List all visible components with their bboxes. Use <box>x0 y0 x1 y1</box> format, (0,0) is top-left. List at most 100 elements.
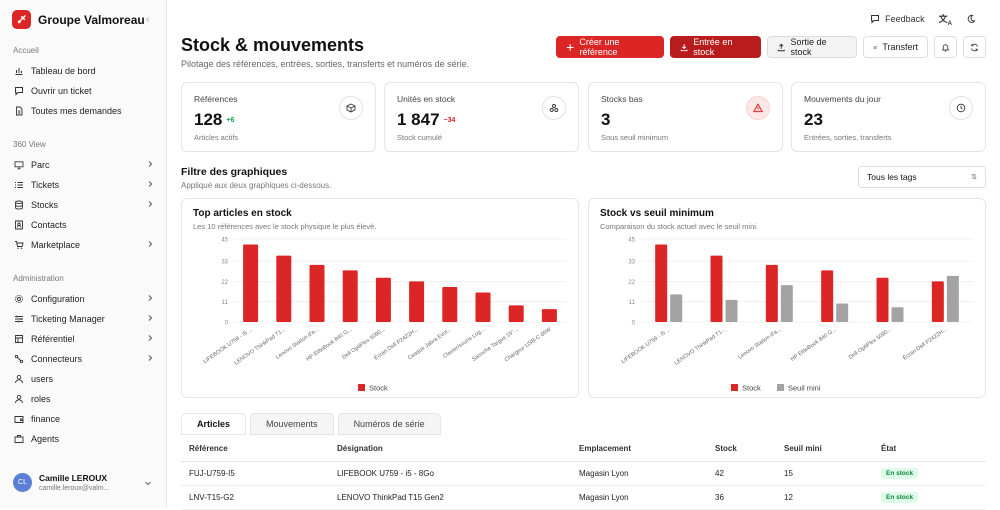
sidebar-item-configuration[interactable]: Configuration <box>8 290 160 308</box>
tag-filter-value: Tous les tags <box>867 172 917 182</box>
column-header-designation[interactable]: Désignation <box>329 437 571 462</box>
table-row[interactable]: FUJ-U759-I5 LIFEBOOK U759 - i5 - 8Go Magas… <box>181 461 986 486</box>
bar-seuil-mini[interactable] <box>946 275 959 322</box>
sidebar-item-roles[interactable]: roles <box>8 390 160 408</box>
bar-stock[interactable] <box>876 277 889 322</box>
notifications-button[interactable] <box>934 36 957 58</box>
tab-mouvements[interactable]: Mouvements <box>250 413 334 435</box>
bar-stock[interactable] <box>475 292 491 322</box>
sidebar-collapse-icon[interactable]: ‹ <box>146 14 150 25</box>
sidebar-item-tableau-de-bord[interactable]: Tableau de bord <box>8 62 160 80</box>
bar-stock[interactable] <box>655 244 668 322</box>
tag-filter-select[interactable]: Tous les tags ⇅ <box>858 166 986 188</box>
legend-swatch <box>777 384 784 391</box>
bar-stock[interactable] <box>409 281 425 322</box>
kpi-number: 3 <box>601 110 611 129</box>
column-header-etat[interactable]: État <box>873 437 986 462</box>
legend-label[interactable]: Stock <box>742 384 761 393</box>
kpi-delta: +6 <box>226 117 235 125</box>
bar-stock[interactable] <box>508 305 524 322</box>
legend-label[interactable]: Seuil mini <box>788 384 821 393</box>
sidebar-item-stocks[interactable]: Stocks <box>8 196 160 214</box>
kpi-number: 1 847 <box>397 110 440 129</box>
sidebar-item-parc[interactable]: Parc <box>8 156 160 174</box>
sidebar-item-connecteurs[interactable]: Connecteurs <box>8 350 160 368</box>
stock-vs-threshold-chart: Stock vs seuil minimum Comparaison du st… <box>588 198 986 398</box>
transfer-icon <box>873 45 877 49</box>
bar-stock[interactable] <box>931 281 944 322</box>
bar-stock[interactable] <box>309 264 325 322</box>
sidebar-item-agents[interactable]: Agents <box>8 430 160 448</box>
sidebar-item-users[interactable]: users <box>8 370 160 388</box>
kpi-label: Références <box>194 94 238 104</box>
column-header-stock[interactable]: Stock <box>707 437 776 462</box>
bar-seuil-mini[interactable] <box>780 285 793 322</box>
kpi-value: 3 <box>601 110 614 130</box>
bar-seuil-mini[interactable] <box>891 307 904 322</box>
column-header-emplacement[interactable]: Emplacement <box>571 437 707 462</box>
message-icon <box>15 87 23 96</box>
sidebar-item-contacts[interactable]: Contacts <box>8 216 160 234</box>
bar-seuil-mini[interactable] <box>725 299 738 322</box>
bar-stock[interactable] <box>243 244 259 322</box>
bar-stock[interactable] <box>276 255 292 322</box>
download-icon <box>680 43 688 51</box>
sidebar-item-label: Parc <box>31 160 50 170</box>
bar-seuil-mini[interactable] <box>836 303 849 322</box>
sidebar-item-tickets[interactable]: Tickets <box>8 176 160 194</box>
sidebar-section-title: 360 View <box>13 140 46 149</box>
chart-subtitle: Comparaison du stock actuel avec le seui… <box>600 222 758 231</box>
sidebar-item-marketplace[interactable]: Marketplace <box>8 236 160 254</box>
sidebar-item-label: Agents <box>31 434 60 444</box>
box-icon <box>346 103 356 113</box>
sidebar-item-label: Connecteurs <box>31 354 83 364</box>
table-row[interactable]: LNV-T15-G2 LENOVO ThinkPad T15 Gen2 Magasi… <box>181 485 986 510</box>
column-header-seuil-mini[interactable]: Seuil mini <box>776 437 873 462</box>
stock-entry-button[interactable]: Entrée en stock <box>670 36 761 58</box>
chevron-down-icon[interactable] <box>144 479 152 487</box>
column-header-reference[interactable]: Référence <box>181 437 329 462</box>
sidebar-item-referentiel[interactable]: Référentiel <box>8 330 160 348</box>
chevron-right-icon <box>148 181 153 187</box>
transfer-button[interactable]: Transfert <box>863 36 928 58</box>
sidebar-item-label: Marketplace <box>31 240 81 250</box>
tabs: Articles Mouvements Numéros de série <box>181 413 441 435</box>
table-cell: Magasin Lyon <box>571 461 707 486</box>
table-cell: 36 <box>707 485 776 510</box>
user-menu[interactable]: CL Camille LEROUX camille.leroux@valm... <box>13 473 110 492</box>
database-icon <box>15 200 23 210</box>
bar-stock[interactable] <box>765 264 778 322</box>
bar-stock[interactable] <box>442 286 458 322</box>
bar-seuil-mini[interactable] <box>670 294 683 322</box>
chart-title: Top articles en stock <box>193 208 292 219</box>
bar-stock[interactable] <box>710 255 723 322</box>
stock-exit-button[interactable]: Sortie de stock <box>767 36 857 58</box>
chevron-right-icon <box>148 315 153 321</box>
brand-name: Groupe Valmoreau <box>38 12 145 27</box>
brand[interactable]: Groupe Valmoreau <box>12 10 145 29</box>
translate-icon[interactable]: 文A <box>938 14 952 27</box>
x-tick-label: LENOVO ThinkPad T1... <box>674 326 728 366</box>
refresh-button[interactable] <box>963 36 986 58</box>
bar-stock[interactable] <box>342 270 358 322</box>
y-tick-label: 45 <box>628 238 635 244</box>
legend-label[interactable]: Stock <box>369 384 388 393</box>
sidebar-section-title: Administration <box>13 274 64 283</box>
tab-articles[interactable]: Articles <box>181 413 247 435</box>
sidebar-item-toutes-mes-demandes[interactable]: Toutes mes demandes <box>8 102 160 120</box>
feedback-button[interactable]: Feedback <box>870 14 925 24</box>
sidebar-item-finance[interactable]: finance <box>8 410 160 428</box>
sidebar-item-ouvrir-un-ticket[interactable]: Ouvrir un ticket <box>8 82 160 100</box>
sidebar-item-ticketing-manager[interactable]: Ticketing Manager <box>8 310 160 328</box>
kpi-card-unites-en-stock: Unités en stock 1 847 −34 Stock cumulé <box>384 82 579 152</box>
x-tick-label: Écran Dell P2422H... <box>902 326 949 362</box>
sidebar-item-label: Tickets <box>31 180 60 190</box>
bar-stock[interactable] <box>375 277 391 322</box>
sidebar-section-title: Accueil <box>13 46 39 55</box>
moon-icon[interactable] <box>966 14 976 24</box>
create-reference-button[interactable]: Créer une référence <box>556 36 664 58</box>
bar-stock[interactable] <box>541 309 557 322</box>
table-cell: 12 <box>776 485 873 510</box>
bar-stock[interactable] <box>821 270 834 322</box>
tab-serial-numbers[interactable]: Numéros de série <box>337 413 441 435</box>
